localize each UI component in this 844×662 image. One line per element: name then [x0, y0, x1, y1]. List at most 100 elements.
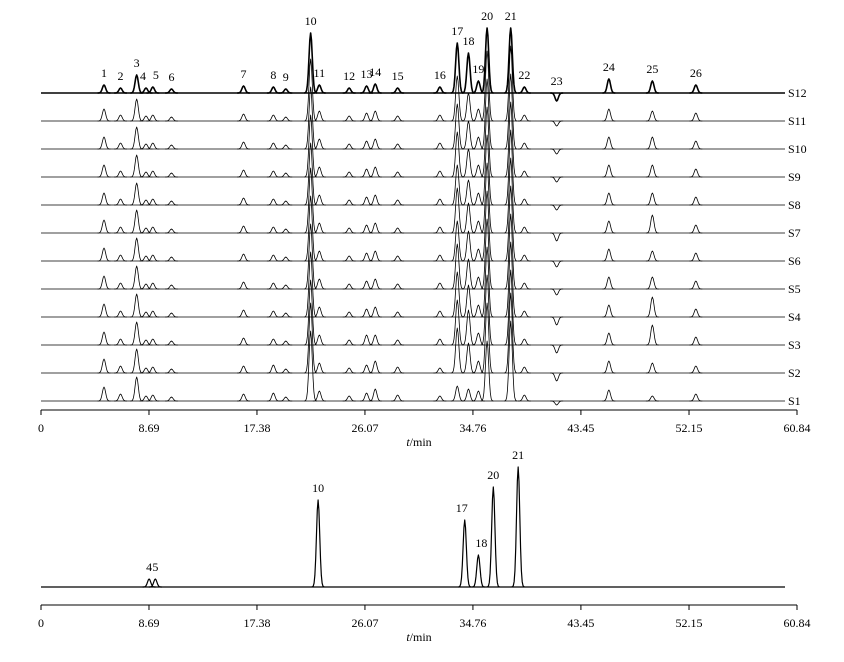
- series-label: S7: [788, 226, 801, 240]
- x-tick-label: 26.07: [351, 421, 378, 435]
- peak: [450, 187, 464, 234]
- peak: [165, 396, 178, 402]
- x-tick-label: 52.15: [676, 421, 703, 435]
- peak: [130, 98, 144, 122]
- peak: [312, 362, 326, 374]
- peak: [237, 169, 251, 178]
- peak-label: 3: [134, 56, 140, 70]
- peak: [689, 252, 703, 262]
- peak: [342, 395, 356, 402]
- peak: [130, 209, 144, 234]
- x-axis-label: t/min: [406, 435, 431, 449]
- peak: [139, 283, 153, 290]
- peak: [645, 110, 659, 122]
- peak: [471, 360, 485, 374]
- peak: [450, 299, 464, 346]
- x-tick-label: 52.15: [676, 616, 703, 630]
- peak: [304, 251, 318, 318]
- peak: [461, 230, 475, 262]
- peak: [471, 220, 485, 234]
- peak: [471, 108, 485, 122]
- peak: [360, 140, 374, 150]
- peak: [517, 366, 531, 374]
- peak: [689, 140, 703, 150]
- peak: [97, 386, 111, 402]
- peak: [689, 280, 703, 290]
- peak: [279, 396, 293, 402]
- peak: [602, 164, 616, 178]
- peak: [237, 365, 251, 374]
- peak: [550, 148, 564, 155]
- peak: [342, 311, 356, 318]
- peak: [368, 166, 382, 178]
- peak-label: 21: [505, 9, 517, 23]
- peak: [645, 164, 659, 178]
- peak: [312, 390, 326, 402]
- peak: [312, 278, 326, 290]
- peak: [461, 92, 475, 122]
- x-tick-label: 0: [38, 616, 44, 630]
- peak: [312, 222, 326, 234]
- peak: [279, 116, 293, 122]
- peak: [342, 143, 356, 150]
- peak: [114, 338, 127, 346]
- peak: [480, 162, 494, 234]
- peak: [146, 366, 160, 374]
- peak: [461, 284, 475, 318]
- series-label: S9: [788, 170, 801, 184]
- peak: [461, 388, 475, 402]
- peak: [312, 138, 326, 150]
- peak: [97, 164, 111, 178]
- peak: [602, 248, 616, 262]
- peak-label: 14: [369, 65, 381, 79]
- peak: [471, 276, 485, 290]
- peak: [461, 202, 475, 234]
- peak: [602, 304, 616, 318]
- peak-label: 8: [270, 68, 276, 82]
- peak: [237, 141, 251, 150]
- peak: [304, 223, 318, 290]
- peak: [433, 254, 447, 262]
- peak: [142, 578, 156, 588]
- peak-label: 6: [168, 70, 174, 84]
- peak: [517, 254, 531, 262]
- peak: [148, 578, 162, 588]
- peak: [114, 114, 127, 122]
- peak: [139, 115, 153, 122]
- peak: [146, 254, 160, 262]
- peak: [517, 310, 531, 318]
- peak: [504, 45, 518, 122]
- peak: [130, 126, 144, 150]
- peak: [237, 225, 251, 234]
- peak: [266, 226, 280, 234]
- peak: [368, 306, 382, 318]
- peak: [480, 50, 494, 122]
- peak: [433, 338, 447, 346]
- peak: [471, 390, 485, 402]
- peak: [360, 308, 374, 318]
- peak: [689, 365, 703, 374]
- x-axis-label-unit: /min: [410, 630, 432, 644]
- peak: [97, 303, 111, 318]
- peak: [471, 164, 485, 178]
- peak: [368, 388, 382, 402]
- peak: [304, 330, 318, 402]
- peak: [450, 75, 464, 122]
- peak: [114, 282, 127, 290]
- peak: [237, 253, 251, 262]
- peak: [504, 213, 518, 290]
- peak: [433, 367, 447, 374]
- peak: [517, 226, 531, 234]
- peak: [480, 106, 494, 178]
- peak: [645, 395, 659, 402]
- peak: [511, 466, 525, 588]
- x-axis-label: t/min: [406, 630, 431, 644]
- peak: [368, 278, 382, 290]
- peak: [266, 114, 280, 122]
- peak: [342, 255, 356, 262]
- peak: [602, 108, 616, 122]
- peak: [97, 275, 111, 290]
- peak: [391, 227, 405, 234]
- peak: [139, 171, 153, 178]
